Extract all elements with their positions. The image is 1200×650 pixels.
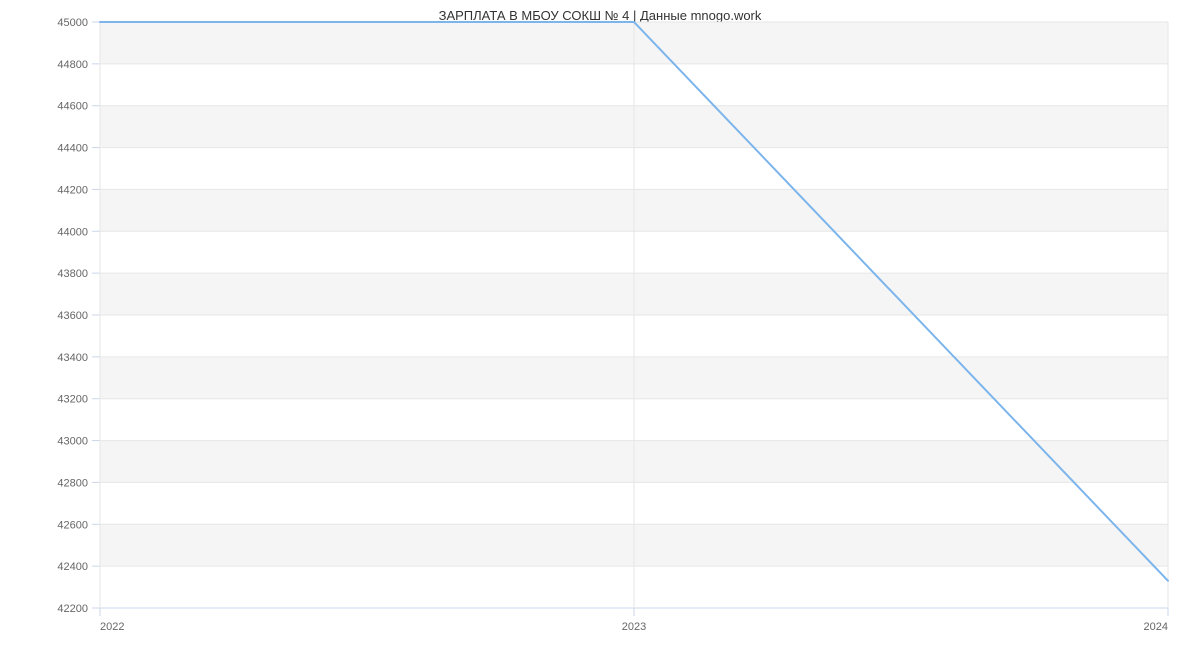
y-tick-label: 44200 bbox=[57, 184, 88, 196]
y-tick-label: 44000 bbox=[57, 226, 88, 238]
y-tick-label: 43600 bbox=[57, 310, 88, 322]
y-tick-label: 42200 bbox=[57, 603, 88, 615]
y-tick-label: 42800 bbox=[57, 477, 88, 489]
x-tick-label: 2022 bbox=[100, 621, 124, 633]
y-tick-label: 44600 bbox=[57, 101, 88, 113]
y-tick-label: 43200 bbox=[57, 394, 88, 406]
y-tick-label: 44800 bbox=[57, 59, 88, 71]
y-tick-label: 43000 bbox=[57, 436, 88, 448]
y-tick-label: 42600 bbox=[57, 519, 88, 531]
y-tick-label: 43400 bbox=[57, 352, 88, 364]
chart-svg: 42200 42400 42600 42800 43000 43200 43400 43600… bbox=[0, 0, 1200, 650]
x-tick-label: 2024 bbox=[1144, 621, 1168, 633]
salary-chart: ЗАРПЛАТА В МБОУ СОКШ № 4 | Данные mnogo.… bbox=[0, 0, 1200, 650]
y-tick-label: 45000 bbox=[57, 17, 88, 29]
y-tick-label: 43800 bbox=[57, 268, 88, 280]
y-tick-label: 44400 bbox=[57, 143, 88, 155]
x-tick-label: 2023 bbox=[622, 621, 646, 633]
y-tick-label: 42400 bbox=[57, 561, 88, 573]
